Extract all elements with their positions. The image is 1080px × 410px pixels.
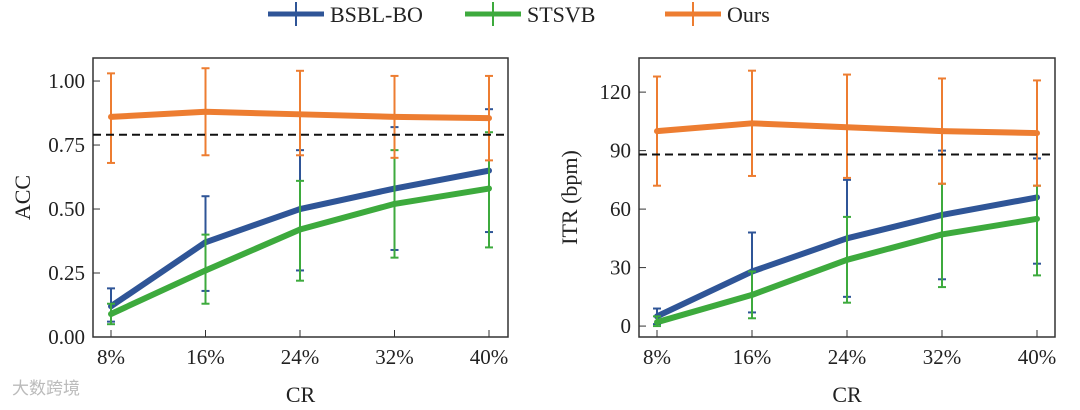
data-point xyxy=(654,319,660,326)
legend-item: STSVB xyxy=(465,2,595,27)
series-ours xyxy=(107,67,493,164)
data-point xyxy=(108,310,114,317)
data-point xyxy=(844,256,850,263)
series-ours xyxy=(653,69,1041,187)
chart-panel-1: 0.00 0.25 0.50 0.75 1.00 8% 16% 24% 32% 40% CR ACC xyxy=(10,57,509,407)
x-tick-label: 40% xyxy=(470,345,509,369)
legend-label: STSVB xyxy=(527,2,595,27)
series-stsvb xyxy=(653,182,1041,328)
y-axis-label: ITR (bpm) xyxy=(557,150,582,245)
legend-item: Ours xyxy=(665,2,770,27)
x-tick-label: 24% xyxy=(828,345,867,369)
legend-label: BSBL-BO xyxy=(330,2,423,27)
x-axis-label: CR xyxy=(832,382,862,407)
legend-label: Ours xyxy=(727,2,770,27)
data-point xyxy=(486,115,492,122)
chart-panel-2: 0 30 60 90 120 8% 16% 24% 32% 40% CR ITR (bpm) xyxy=(557,57,1057,407)
y-tick-label: 0.50 xyxy=(48,197,85,221)
y-tick-label: 0.25 xyxy=(48,261,85,285)
x-axis-label: CR xyxy=(286,382,316,407)
y-tick-label: 0.75 xyxy=(48,133,85,157)
y-axis-label: ACC xyxy=(10,175,35,220)
y-tick-label: 90 xyxy=(610,139,631,163)
series-stsvb xyxy=(107,131,493,326)
data-point xyxy=(1034,130,1040,137)
data-point xyxy=(202,267,209,274)
data-point xyxy=(654,128,660,135)
y-tick-label: 120 xyxy=(600,80,632,104)
data-point xyxy=(939,231,945,238)
x-tick-label: 32% xyxy=(375,345,414,369)
legend-item: BSBL-BO xyxy=(268,2,423,27)
x-tick-label: 32% xyxy=(923,345,962,369)
data-point xyxy=(202,108,209,115)
data-point xyxy=(108,113,114,120)
x-tick-label: 8% xyxy=(97,345,125,369)
x-tick-label: 40% xyxy=(1018,345,1057,369)
x-tick-label: 8% xyxy=(643,345,671,369)
y-tick-label: 60 xyxy=(610,197,631,221)
data-point xyxy=(297,111,303,118)
y-tick-label: 0.00 xyxy=(48,325,85,349)
x-tick-label: 24% xyxy=(281,345,320,369)
data-point xyxy=(749,120,755,127)
data-point xyxy=(297,226,303,233)
data-point xyxy=(844,124,850,131)
watermark: 大数跨境 xyxy=(12,379,80,399)
data-point xyxy=(1034,215,1040,222)
data-point xyxy=(939,128,945,135)
data-point xyxy=(749,291,755,298)
x-tick-label: 16% xyxy=(733,345,772,369)
data-point xyxy=(391,200,398,207)
y-tick-label: 1.00 xyxy=(48,69,85,93)
data-point xyxy=(391,113,398,120)
x-tick-label: 16% xyxy=(186,345,225,369)
y-tick-label: 30 xyxy=(610,256,631,280)
y-tick-label: 0 xyxy=(621,314,632,338)
data-point xyxy=(486,185,492,192)
